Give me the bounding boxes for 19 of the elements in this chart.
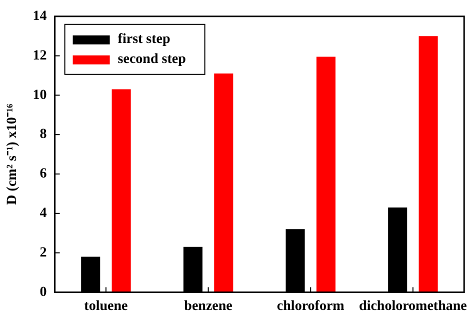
x-tick-label: chloroform xyxy=(276,299,345,314)
y-tick-label: 12 xyxy=(32,48,47,64)
legend-label: first step xyxy=(118,32,170,48)
bar xyxy=(316,56,336,292)
y-tick-label: 4 xyxy=(40,206,47,222)
y-tick-label: 6 xyxy=(40,166,47,182)
legend-label: second step xyxy=(118,52,186,68)
bar xyxy=(112,89,131,292)
y-tick-label: 8 xyxy=(40,127,47,142)
y-axis-title: D (cm² s⁻¹) x10⁻¹⁶ xyxy=(5,104,20,205)
x-tick-label: benzene xyxy=(184,299,232,314)
y-tick-label: 2 xyxy=(40,245,47,260)
y-tick-label: 0 xyxy=(40,284,47,300)
x-tick-label: toluene xyxy=(84,299,128,314)
y-tick-label: 10 xyxy=(32,88,47,103)
bar xyxy=(418,36,438,292)
x-tick-label: dicholoromethane xyxy=(359,299,467,314)
bar xyxy=(214,74,234,292)
y-tick-label: 14 xyxy=(32,9,47,24)
